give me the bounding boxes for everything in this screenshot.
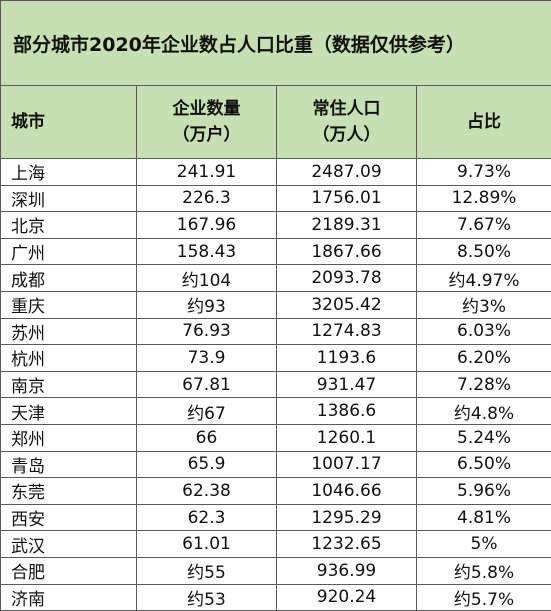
cell-ratio: 约4.97% [417,265,551,292]
header-row: 城市 企业数量 （万户） 常住人口 （万人） 占比 [1,86,551,159]
cell-enterprises: 167.96 [137,212,277,239]
cell-population: 1007.17 [277,451,417,478]
cell-population: 1295.29 [277,504,417,531]
cell-ratio: 5.24% [417,424,551,451]
cell-enterprises: 约53 [137,584,277,611]
cell-city: 重庆 [1,291,137,318]
cell-city: 上海 [1,159,137,186]
cell-ratio: 5.96% [417,478,551,505]
cell-enterprises: 158.43 [137,238,277,265]
cell-ratio: 5% [417,531,551,558]
cell-ratio: 7.67% [417,212,551,239]
title-row: 部分城市2020年企业数占人口比重（数据仅供参考） [1,1,551,86]
header-population-line2: （万人） [277,122,416,148]
cell-population: 920.24 [277,584,417,611]
cell-population: 931.47 [277,371,417,398]
cell-city: 南京 [1,371,137,398]
cell-population: 2189.31 [277,212,417,239]
cell-ratio: 4.81% [417,504,551,531]
cell-population: 1867.66 [277,238,417,265]
cell-ratio: 7.28% [417,371,551,398]
cell-ratio: 12.89% [417,185,551,212]
header-population-line1: 常住人口 [277,96,416,122]
cell-population: 1756.01 [277,185,417,212]
cell-enterprises: 67.81 [137,371,277,398]
cell-city: 天津 [1,398,137,425]
cell-ratio: 约5.7% [417,584,551,611]
cell-population: 3205.42 [277,291,417,318]
cell-city: 武汉 [1,531,137,558]
cell-enterprises: 61.01 [137,531,277,558]
cell-enterprises: 约67 [137,398,277,425]
cell-enterprises: 241.91 [137,159,277,186]
cell-city: 郑州 [1,424,137,451]
table-title: 部分城市2020年企业数占人口比重（数据仅供参考） [1,1,551,86]
cell-population: 1386.6 [277,398,417,425]
header-enterprises-line1: 企业数量 [137,96,276,122]
cell-enterprises: 约104 [137,265,277,292]
cell-enterprises: 226.3 [137,185,277,212]
cell-city: 广州 [1,238,137,265]
cell-population: 1260.1 [277,424,417,451]
cell-ratio: 6.03% [417,318,551,345]
cell-enterprises: 76.93 [137,318,277,345]
cell-ratio: 6.50% [417,451,551,478]
header-enterprises-line2: （万户） [137,122,276,148]
cell-population: 1046.66 [277,478,417,505]
cell-city: 苏州 [1,318,137,345]
cell-city: 西安 [1,504,137,531]
cell-ratio: 9.73% [417,159,551,186]
header-enterprises: 企业数量 （万户） [137,86,277,159]
cell-city: 青岛 [1,451,137,478]
cell-ratio: 8.50% [417,238,551,265]
header-population: 常住人口 （万人） [277,86,417,159]
cell-ratio: 6.20% [417,345,551,372]
cell-ratio: 约3% [417,291,551,318]
header-ratio: 占比 [417,86,551,159]
cell-city: 东莞 [1,478,137,505]
cell-city: 合肥 [1,557,137,584]
cell-city: 成都 [1,265,137,292]
cell-enterprises: 约93 [137,291,277,318]
cell-city: 杭州 [1,345,137,372]
cell-enterprises: 62.38 [137,478,277,505]
cell-population: 1193.6 [277,345,417,372]
cell-population: 1274.83 [277,318,417,345]
cell-population: 2093.78 [277,265,417,292]
cell-population: 1232.65 [277,531,417,558]
cell-city: 济南 [1,584,137,611]
cell-enterprises: 约55 [137,557,277,584]
cell-ratio: 约4.8% [417,398,551,425]
header-city: 城市 [1,86,137,159]
cell-city: 深圳 [1,185,137,212]
cell-ratio: 约5.8% [417,557,551,584]
cell-enterprises: 62.3 [137,504,277,531]
cell-enterprises: 65.9 [137,451,277,478]
cell-enterprises: 66 [137,424,277,451]
cell-population: 936.99 [277,557,417,584]
cell-enterprises: 73.9 [137,345,277,372]
cell-population: 2487.09 [277,159,417,186]
cell-city: 北京 [1,212,137,239]
